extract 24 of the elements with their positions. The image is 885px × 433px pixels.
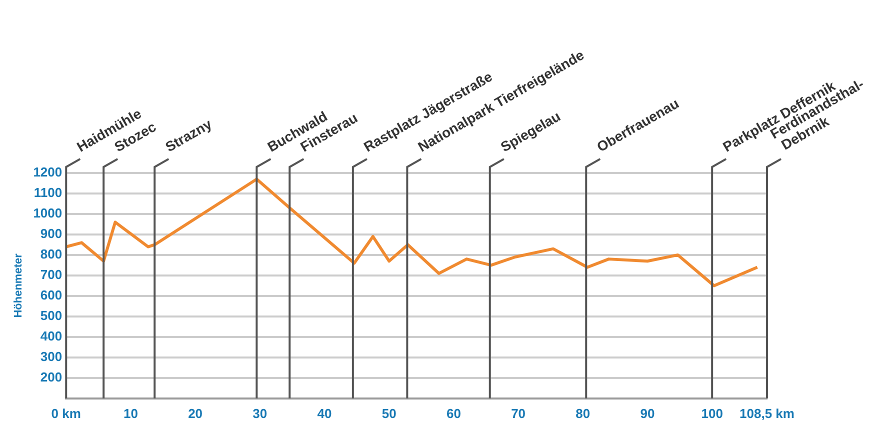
x-tick-label: 108,5 km [740,406,794,421]
x-tick-label: 90 [640,406,655,421]
x-tick-label: 50 [382,406,396,421]
x-tick-label: 100 [701,406,723,421]
x-tick-label: 10 [123,406,138,421]
y-axis-title: Höhenmeter [12,252,25,318]
x-tick-label: 70 [511,406,526,421]
y-tick-label: 800 [40,246,62,262]
y-tick-label: 1100 [34,185,62,200]
x-tick-label: 40 [317,406,332,421]
x-tick-label: 20 [188,406,203,421]
x-tick-label: 60 [446,406,461,421]
y-tick-label: 500 [40,308,62,324]
y-tick-label: 1200 [33,164,62,180]
y-tick-label: 200 [40,369,62,384]
y-tick-label: 1000 [33,206,62,221]
x-tick-label: 0 km [51,406,81,421]
y-tick-label: 400 [40,328,62,344]
y-tick-label: 700 [40,267,62,282]
x-tick-label: 80 [576,406,590,421]
x-tick-label: 30 [252,406,268,421]
y-tick-label: 600 [40,288,62,303]
y-tick-label: 300 [40,348,62,364]
y-tick-label: 900 [40,226,62,242]
